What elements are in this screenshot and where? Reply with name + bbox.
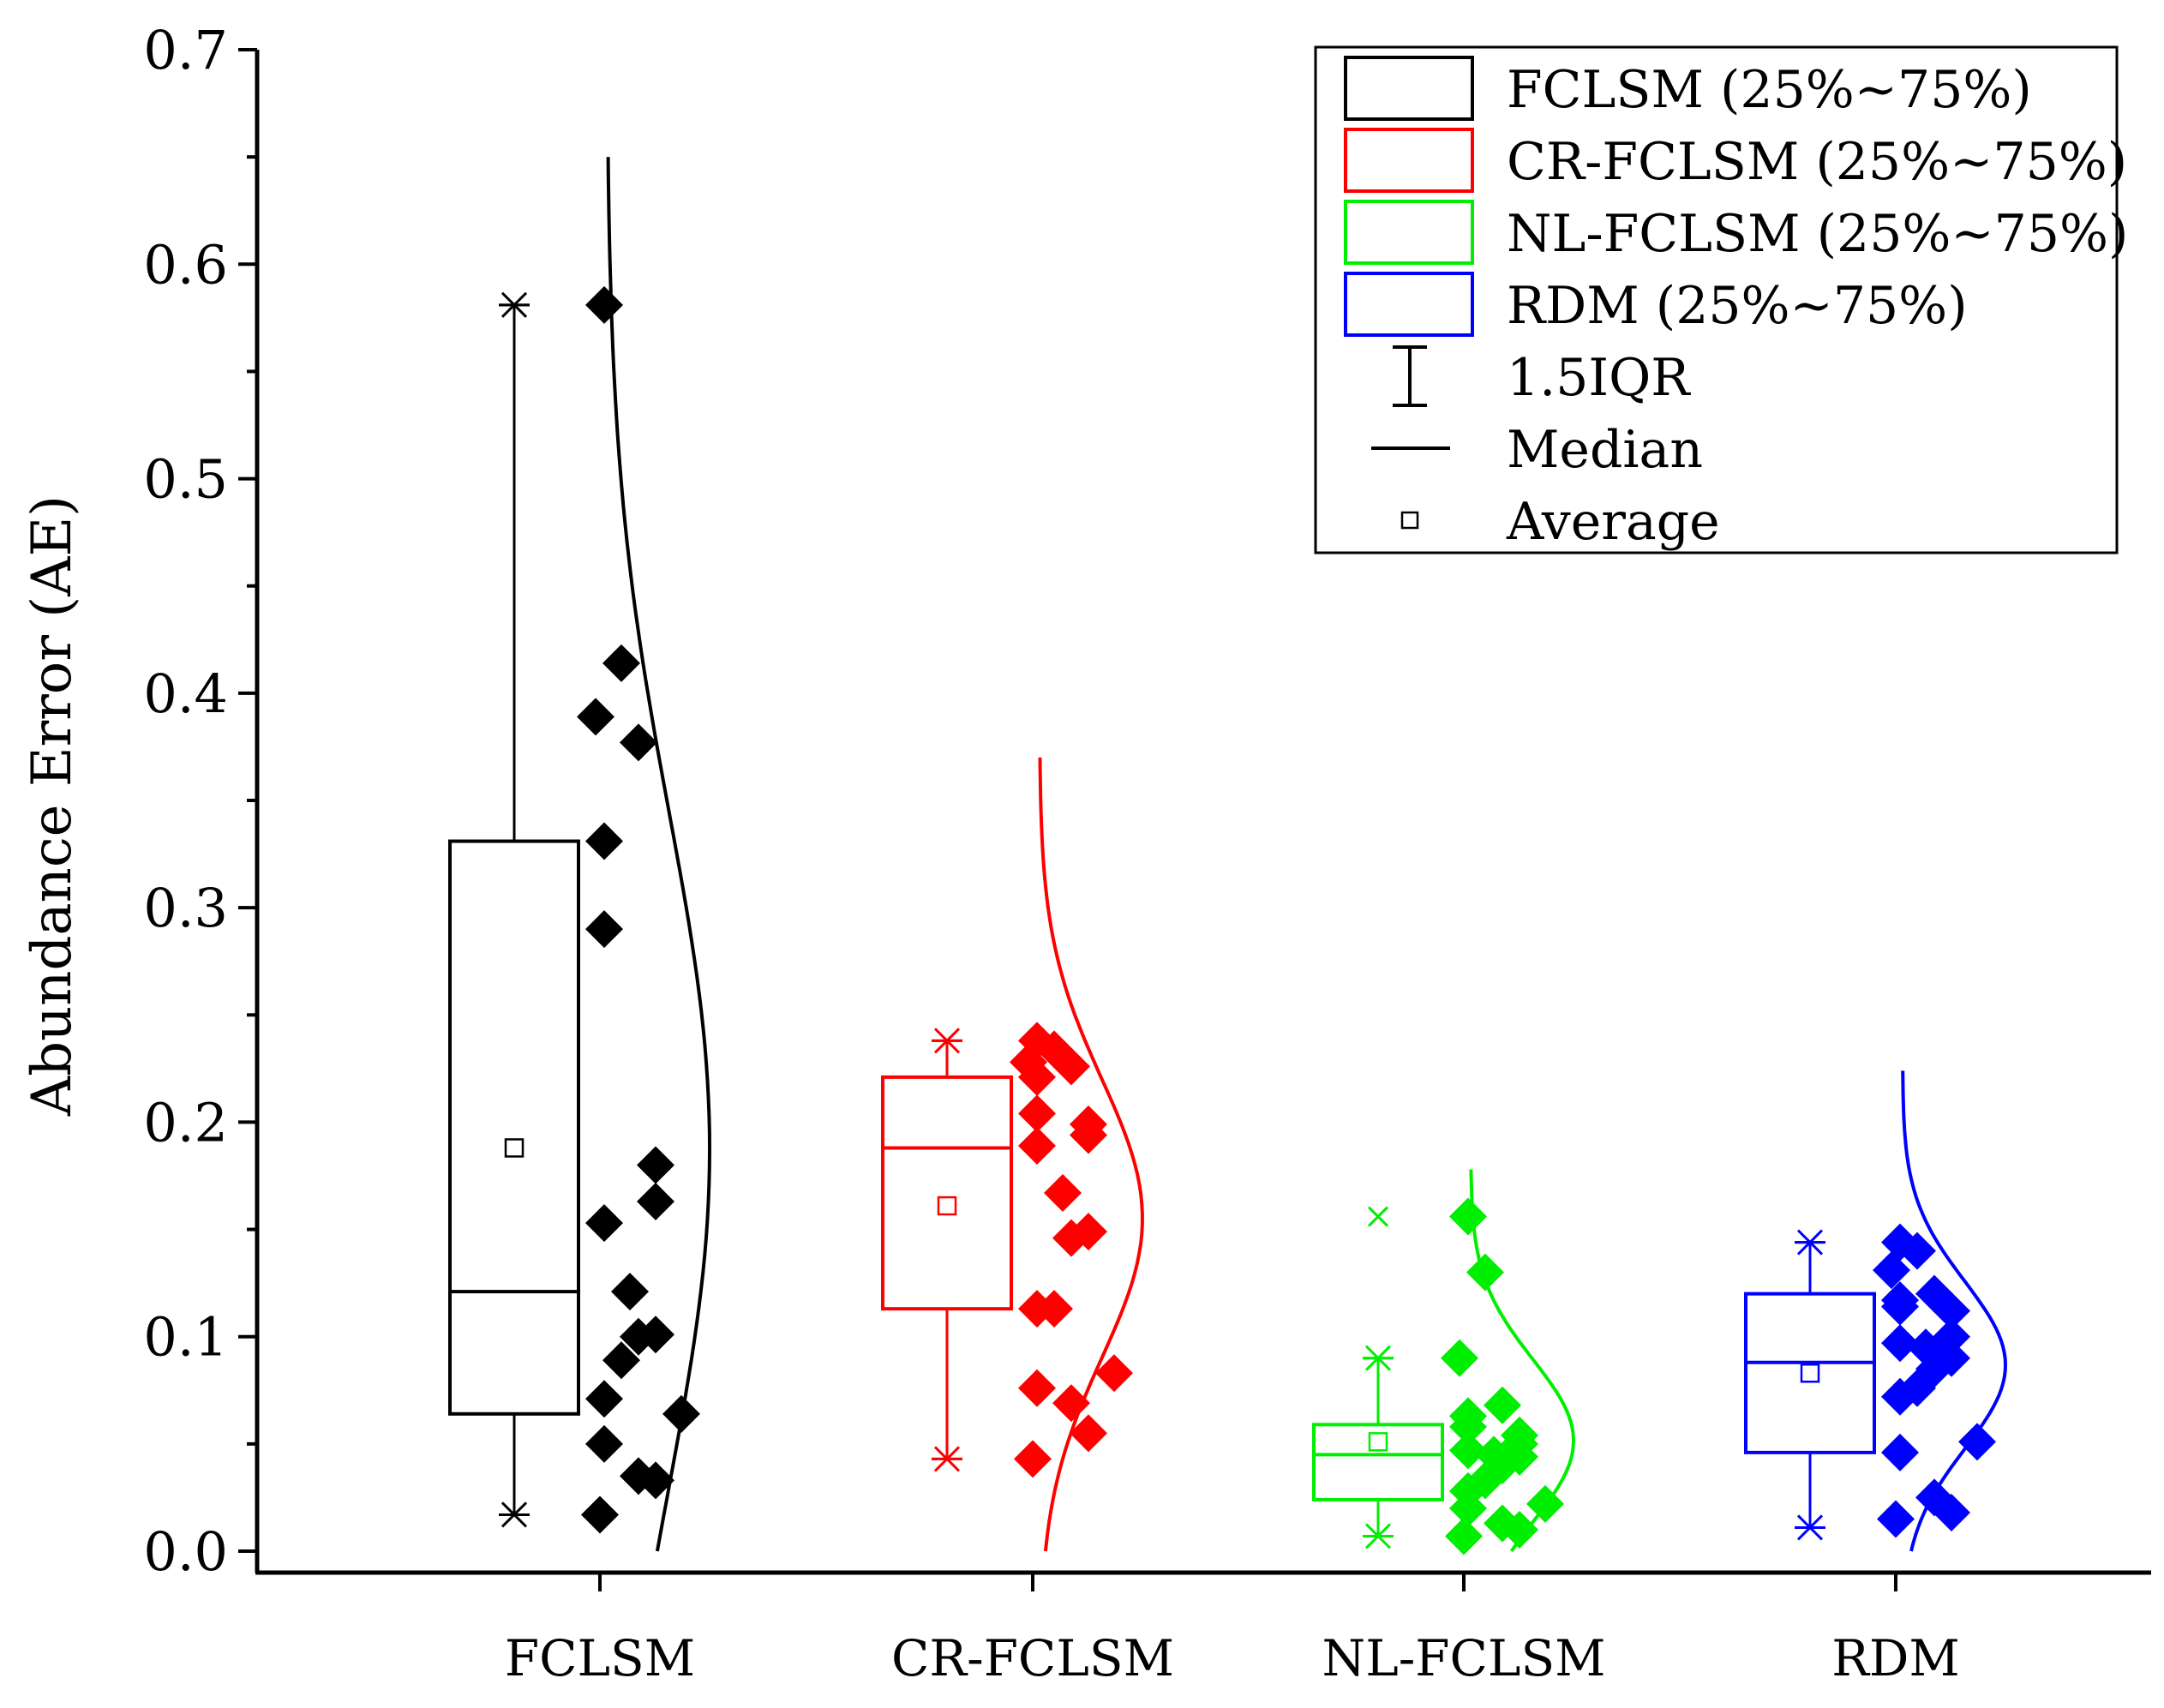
mean-marker (1368, 1432, 1388, 1452)
x-tick-label: RDM (1831, 1629, 1960, 1687)
legend: FCLSM (25%~75%) CR-FCLSM (25%~75%) NL-FCLS… (1314, 45, 2128, 554)
data-point (577, 698, 614, 736)
data-point (1449, 1197, 1487, 1236)
data-point (1018, 1369, 1056, 1407)
mean-marker (937, 1196, 957, 1216)
data-point (585, 1380, 623, 1418)
data-point (1933, 1493, 1970, 1531)
data-point (1958, 1423, 1996, 1461)
data-point (585, 822, 623, 860)
data-point (1881, 1324, 1919, 1363)
data-point (1018, 1290, 1056, 1328)
y-tick-label: 0.3 (143, 877, 228, 939)
data-point (602, 644, 640, 682)
data-point (585, 910, 623, 949)
data-point (637, 1146, 674, 1184)
data-point (1052, 1384, 1090, 1423)
data-point (1466, 1253, 1504, 1291)
mean-marker (1800, 1363, 1820, 1383)
data-point (1014, 1440, 1052, 1478)
data-point (1449, 1489, 1487, 1527)
data-point (1018, 1058, 1056, 1096)
y-tick-label: 0.1 (143, 1306, 228, 1369)
series-cr-fclsm (881, 757, 1144, 1552)
series-group (448, 157, 2008, 1555)
data-point (620, 723, 657, 762)
legend-label: NL-FCLSM (25%~75%) (1507, 204, 2128, 264)
data-point (662, 1394, 700, 1433)
series-fclsm (448, 157, 712, 1552)
y-tick-label: 0.6 (143, 233, 228, 296)
data-point (1052, 1047, 1090, 1086)
distribution-curve (1038, 757, 1144, 1552)
legend-swatch (1344, 200, 1474, 265)
x-tick-label: FCLSM (505, 1629, 695, 1687)
legend-label: Average (1506, 492, 1720, 552)
legend-swatch (1344, 128, 1474, 193)
data-point (1095, 1354, 1133, 1393)
legend-swatch (1344, 272, 1474, 337)
iqr-box (1312, 1423, 1444, 1501)
legend-label: CR-FCLSM (25%~75%) (1507, 132, 2127, 192)
data-point (585, 1424, 623, 1463)
data-point (637, 1183, 674, 1221)
data-point (1526, 1484, 1564, 1523)
x-tick-label: CR-FCLSM (891, 1629, 1174, 1687)
data-point (1881, 1287, 1919, 1326)
distribution-curve (1469, 1169, 1576, 1553)
data-point (602, 1341, 640, 1380)
y-tick-label: 0.0 (143, 1520, 228, 1583)
data-point (1873, 1251, 1910, 1290)
series-nl-fclsm (1312, 1169, 1576, 1555)
data-point (1449, 1431, 1487, 1470)
data-point (1044, 1174, 1082, 1213)
data-point (585, 285, 623, 324)
data-point (1898, 1232, 1936, 1270)
data-point (581, 1495, 619, 1534)
data-point (1449, 1407, 1487, 1446)
data-point (1070, 1116, 1107, 1154)
legend-frame (1314, 45, 2119, 554)
data-point (1052, 1219, 1090, 1257)
iqr-box (1744, 1291, 1876, 1454)
data-point (1881, 1433, 1919, 1471)
data-point (620, 1317, 657, 1356)
distribution-curve (606, 157, 712, 1552)
y-axis-title: Abundance Error (AE) (21, 495, 84, 1117)
y-tick-label: 0.5 (143, 448, 228, 511)
data-point (585, 1204, 623, 1243)
outlier-marker (1367, 1206, 1389, 1227)
legend-swatch (1344, 56, 1474, 121)
data-point (1877, 1500, 1915, 1538)
data-point (1018, 1094, 1056, 1133)
data-point (1018, 1126, 1056, 1165)
data-point (1070, 1414, 1107, 1453)
y-tick-label: 0.4 (143, 662, 228, 725)
mean-marker (504, 1138, 525, 1158)
data-point (1881, 1377, 1919, 1416)
distribution-curve (1901, 1070, 2008, 1552)
series-rdm (1744, 1070, 2008, 1552)
legend-label: 1.5IQR (1507, 348, 1691, 408)
data-point (611, 1273, 649, 1311)
legend-label: Median (1507, 420, 1703, 480)
legend-swatch (1400, 511, 1419, 530)
data-point (637, 1461, 674, 1500)
legend-label: RDM (25%~75%) (1507, 276, 1968, 336)
legend-label: FCLSM (25%~75%) (1507, 60, 2032, 120)
data-point (1484, 1386, 1521, 1424)
data-point (1445, 1517, 1483, 1555)
y-tick-label: 0.2 (143, 1091, 228, 1154)
y-tick-label: 0.7 (143, 19, 228, 81)
x-tick-label: NL-FCLSM (1322, 1629, 1605, 1687)
data-point (1933, 1291, 1970, 1330)
iqr-box (881, 1075, 1013, 1311)
data-point (1441, 1339, 1478, 1377)
iqr-box (448, 839, 580, 1416)
data-point (1501, 1510, 1538, 1549)
axes: 0.0 0.1 0.2 0.3 0.4 0.5 0.6 0.7 Abundance Error … (21, 19, 2151, 1687)
